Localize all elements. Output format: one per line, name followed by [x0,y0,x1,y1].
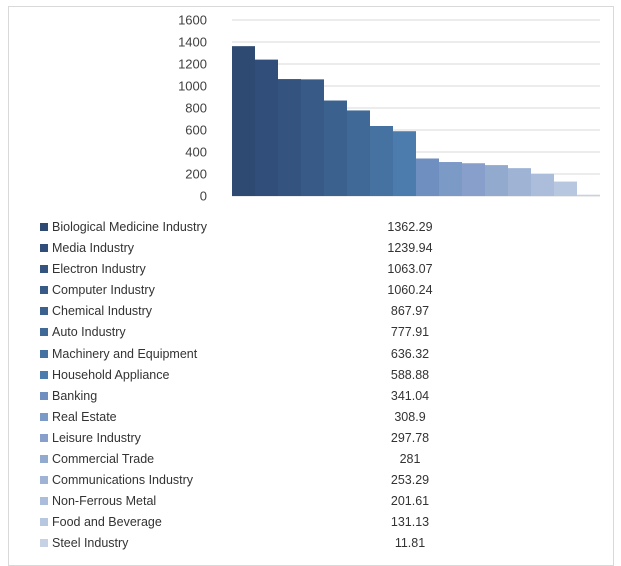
bar-14 [554,181,577,196]
category-label: Leisure Industry [52,430,141,445]
table-row: Banking 341.04 [40,386,510,407]
table-row: Media Industry 1239.94 [40,238,510,259]
value-label: 867.97 [390,304,430,319]
bar-15 [577,194,600,196]
legend-swatch [40,455,48,464]
table-row: Steel Industry 11.81 [40,533,510,554]
table-row: Electron Industry 1063.07 [40,259,510,280]
legend-swatch [40,223,48,231]
category-label: Banking [52,388,98,403]
table-row: Machinery and Equipment 636.32 [40,344,510,365]
y-tick-label: 800 [185,101,207,116]
value-label: 777.91 [390,325,430,340]
bar-0 [232,46,255,197]
legend-swatch [40,391,48,400]
bar-3 [301,79,324,196]
category-label: Computer Industry [52,283,155,298]
y-tick-label: 400 [185,145,207,160]
table-row: Commercial Trade 281 [40,449,510,470]
value-label: 1362.29 [387,220,433,234]
value-label: 1060.24 [387,283,433,298]
category-label: Media Industry [52,241,134,256]
y-tick-label: 600 [185,123,207,138]
legend-swatch [40,286,48,295]
bar-7 [393,131,416,196]
category-label: Food and Beverage [52,515,162,530]
category-label: Commercial Trade [52,452,155,467]
category-label: Household Appliance [52,367,170,382]
table-row: Non-Ferrous Metal 201.61 [40,491,510,512]
legend-swatch [40,370,48,379]
bar-13 [531,173,554,196]
table-row: Real Estate 308.9 [40,407,510,428]
table-row: Biological Medicine Industry 1362.29 [40,217,510,238]
category-label: Machinery and Equipment [52,346,198,361]
y-tick-label: 200 [185,167,207,182]
legend-swatch [40,328,48,337]
bar-10 [462,163,485,196]
y-tick-label: 1200 [178,57,207,72]
category-label: Communications Industry [52,473,194,488]
y-tick-label: 1000 [178,79,207,94]
bar-12 [508,168,531,196]
category-label: Auto Industry [52,325,126,340]
bar-9 [439,162,462,196]
bar-11 [485,165,508,196]
category-label: Non-Ferrous Metal [52,494,157,509]
value-label: 281 [399,452,421,467]
value-label: 131.13 [390,515,430,530]
table-row: Auto Industry 777.91 [40,322,510,343]
legend-swatch [40,497,48,506]
table-row: Household Appliance 588.88 [40,365,510,386]
bar-4 [324,100,347,196]
value-label: 588.88 [390,367,430,382]
value-label: 297.78 [390,430,430,445]
bar-1 [255,59,278,196]
category-label: Chemical Industry [52,304,153,319]
y-tick-label: 1400 [178,35,207,50]
table-row: Food and Beverage 131.13 [40,512,510,533]
bar-6 [370,126,393,196]
table-row: Computer Industry 1060.24 [40,280,510,301]
data-table: Biological Medicine Industry 1362.29 Media… [40,217,510,555]
category-label: Electron Industry [52,262,146,277]
value-label: 636.32 [390,346,430,361]
value-label: 201.61 [390,494,430,509]
legend-swatch [40,539,48,548]
value-label: 11.81 [394,536,426,551]
value-label: 253.29 [390,473,430,488]
table-row: Leisure Industry 297.78 [40,428,510,449]
legend-swatch [40,412,48,421]
value-label: 341.04 [390,388,430,403]
bar-2 [278,79,301,196]
y-tick-label: 0 [200,189,207,204]
value-label: 1239.94 [387,241,433,256]
table-row: Chemical Industry 867.97 [40,301,510,322]
bar-5 [347,110,370,196]
bar-chart: 0 200 400 600 800 1000 1200 1400 1600 [178,13,600,204]
legend-swatch [40,433,48,442]
category-label: Steel Industry [52,536,129,551]
category-label: Real Estate [52,409,117,424]
bar-8 [416,158,439,196]
legend-swatch [40,518,48,527]
value-label: 1063.07 [387,262,433,277]
category-label: Biological Medicine Industry [52,220,207,234]
legend-swatch [40,476,48,485]
legend-swatch [40,265,48,274]
legend-swatch [40,307,48,316]
legend-swatch [40,349,48,358]
y-tick-label: 1600 [178,13,207,28]
legend-swatch [40,244,48,253]
table-row: Communications Industry 253.29 [40,470,510,491]
value-label: 308.9 [394,409,426,424]
